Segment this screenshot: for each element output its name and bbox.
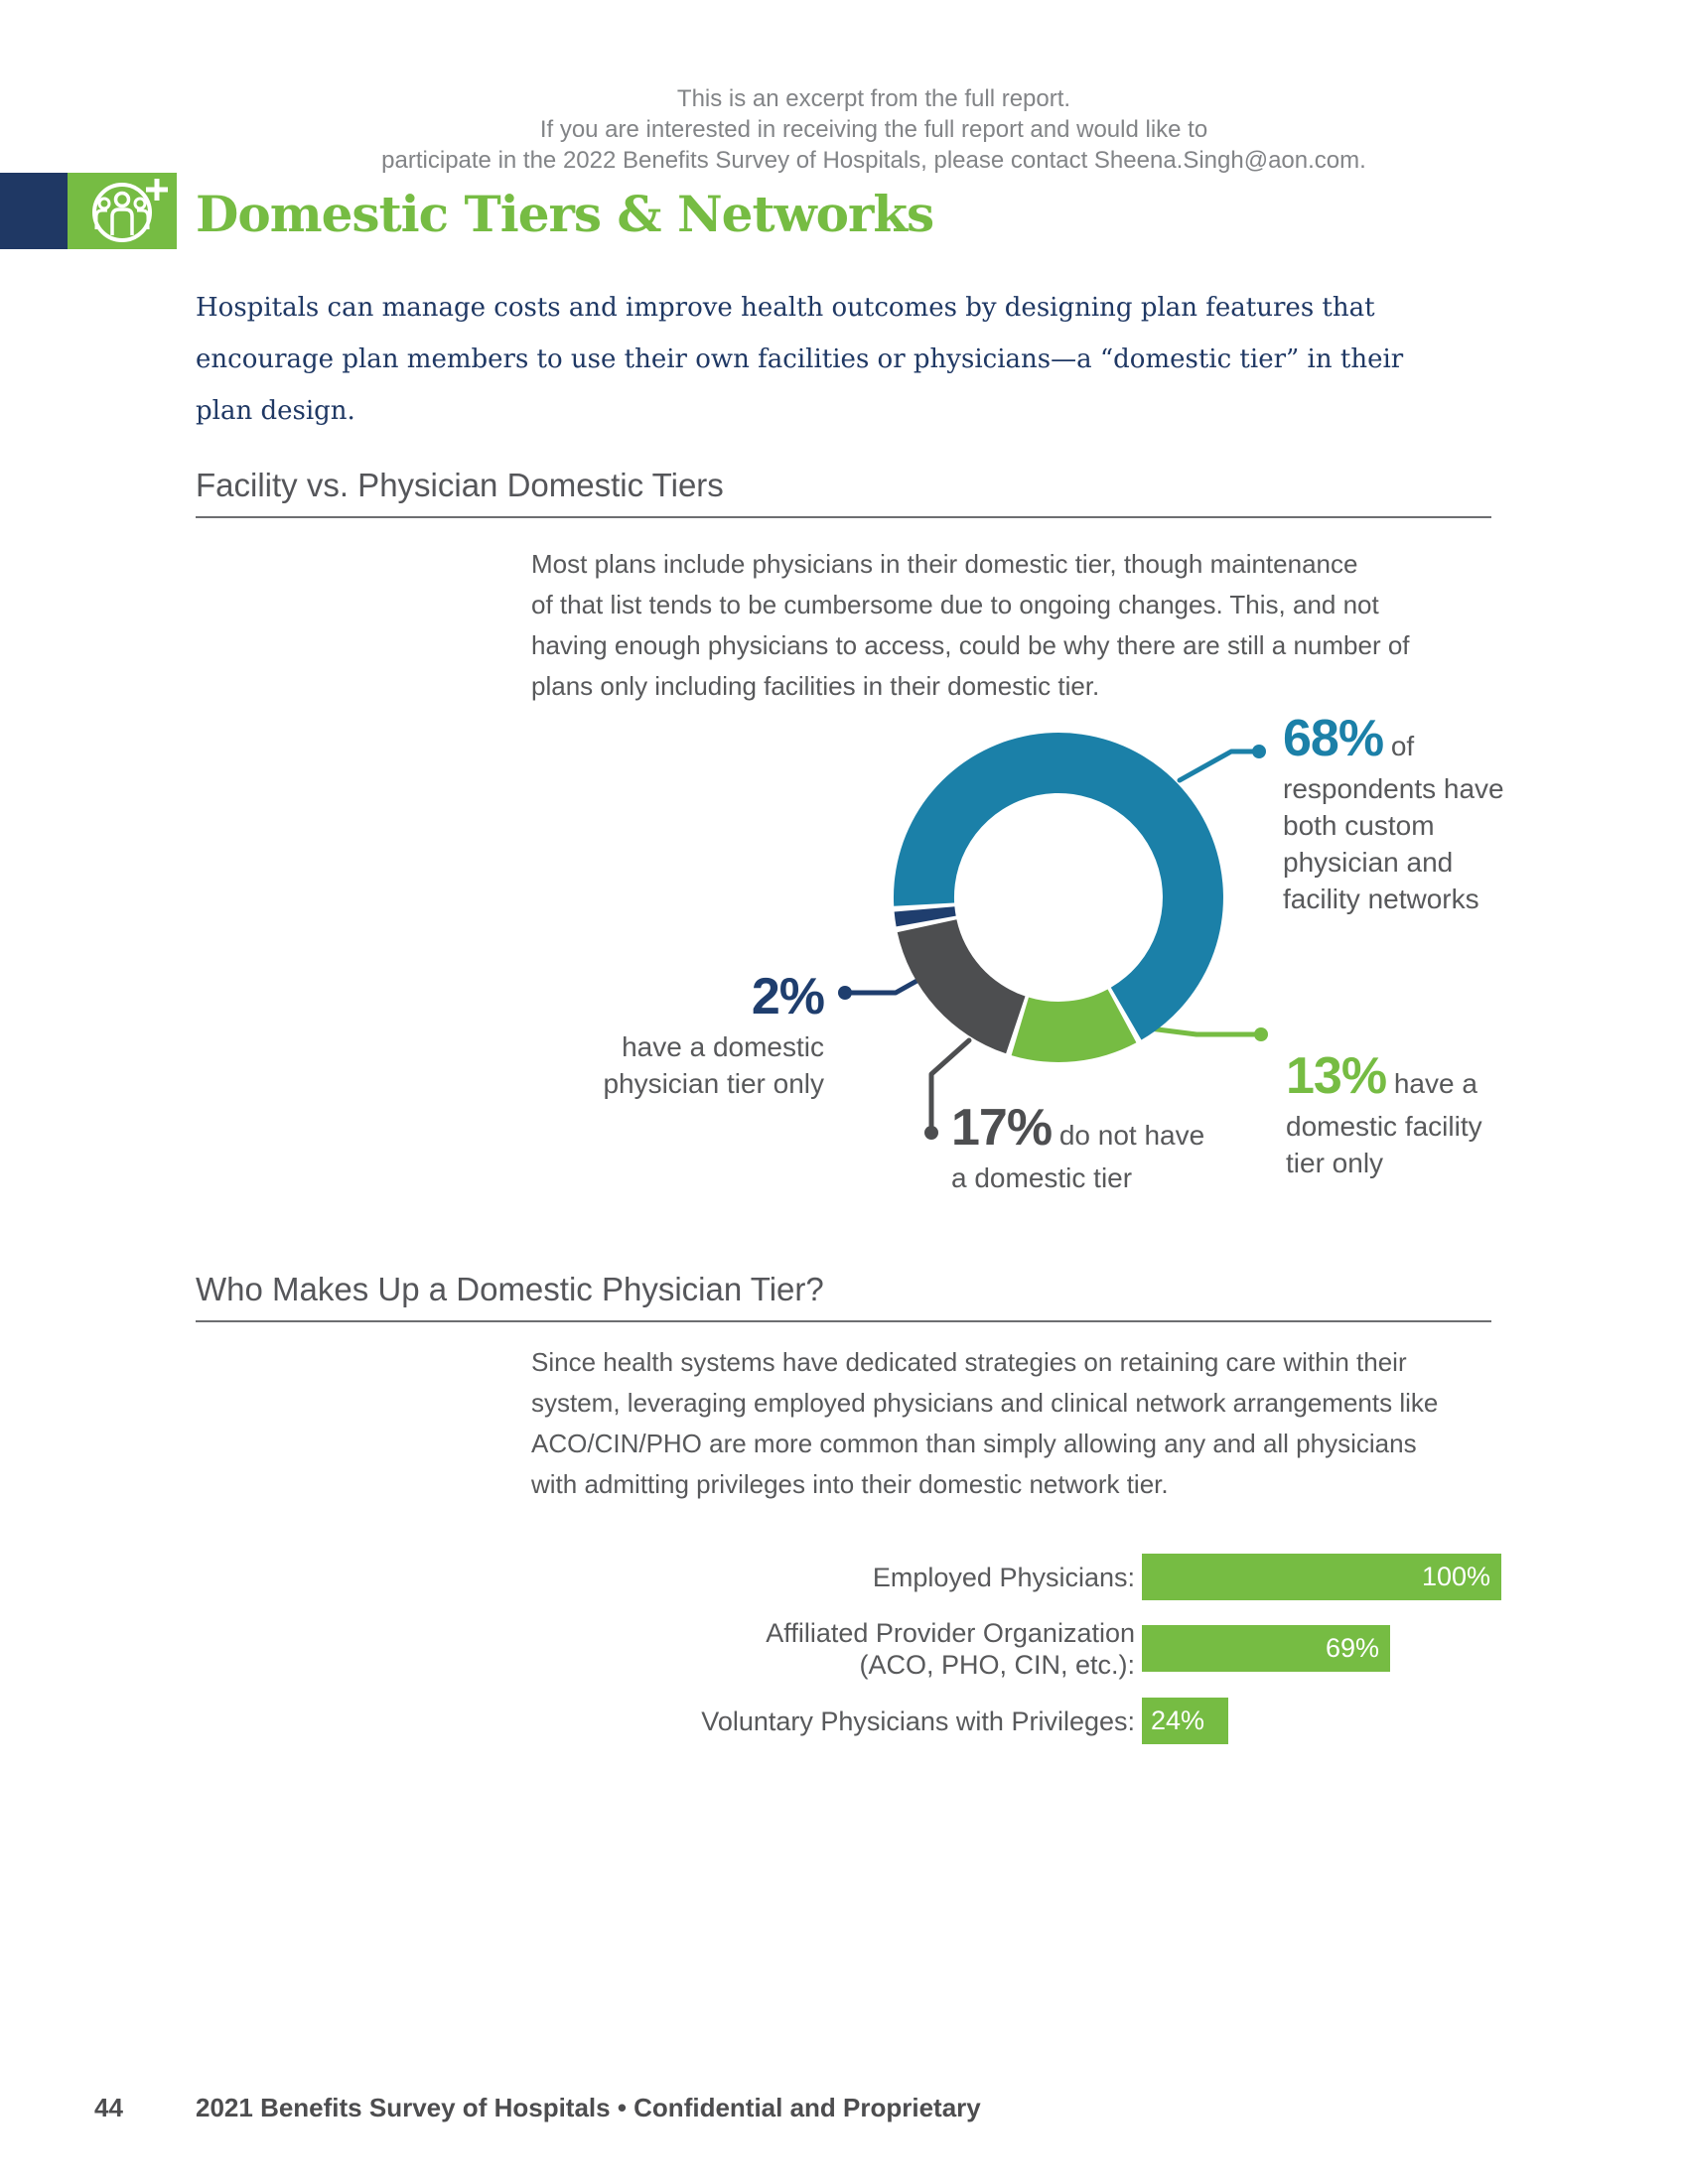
donut-label-2: 2% have a domestic physician tier only [603,968,825,1099]
brand-navy-block [0,173,68,249]
excerpt-notice: This is an excerpt from the full report.… [381,85,1366,174]
intro-paragraph: Hospitals can manage costs and improve h… [196,293,1404,426]
bar-row-voluntary-physicians: Voluntary Physicians with Privileges: 24… [197,1698,1501,1744]
section-heading-domestic-physician-tier: Who Makes Up a Domestic Physician Tier? [196,1271,1491,1322]
donut-label-13: 13% have a domestic facility tier only [1286,1047,1482,1178]
bar-value: 24% [1151,1706,1205,1735]
pct-value-13: 13% [1286,1047,1387,1105]
callout-line-17 [924,1037,972,1140]
pct-value-17: 17% [951,1099,1053,1157]
section2-body-paragraph: Since health systems have dedicated stra… [531,1347,1439,1499]
page-number: 44 [94,2093,123,2122]
callout-line-13 [1139,1024,1268,1041]
section-heading-facility-vs-physician: Facility vs. Physician Domestic Tiers [196,467,1491,518]
pct-value-68: 68% [1283,710,1384,767]
bar-row-affiliated-provider-organization: Affiliated Provider Organization (ACO, P… [197,1618,1501,1680]
bar-label: Voluntary Physicians with Privileges: [701,1706,1135,1736]
bar-value: 69% [1325,1633,1379,1663]
bar-row-employed-physicians: Employed Physicians: 100% [197,1554,1501,1600]
callout-line-68 [1177,745,1266,783]
section-icon-tile [68,173,177,249]
bar: 69% [1142,1625,1390,1672]
bar: 100% [1142,1554,1501,1600]
footer-text: 2021 Benefits Survey of Hospitals • Conf… [196,2093,981,2122]
pct-value-2: 2% [751,968,825,1025]
bar: 24% [1142,1698,1228,1744]
bar-label: Affiliated Provider Organization (ACO, P… [766,1617,1135,1680]
bar-label: Employed Physicians: [872,1562,1135,1592]
page-title: Domestic Tiers & Networks [196,185,934,243]
section1-body-paragraph: Most plans include physicians in their d… [531,549,1410,701]
donut-label-68: 68% of respondents have both custom phys… [1283,710,1504,914]
bar-value: 100% [1421,1562,1490,1591]
donut-label-17: 17% do not have a domestic tier [951,1099,1205,1193]
donut-slices [893,733,1223,1063]
people-network-icon [92,179,168,242]
donut-chart [838,733,1268,1140]
